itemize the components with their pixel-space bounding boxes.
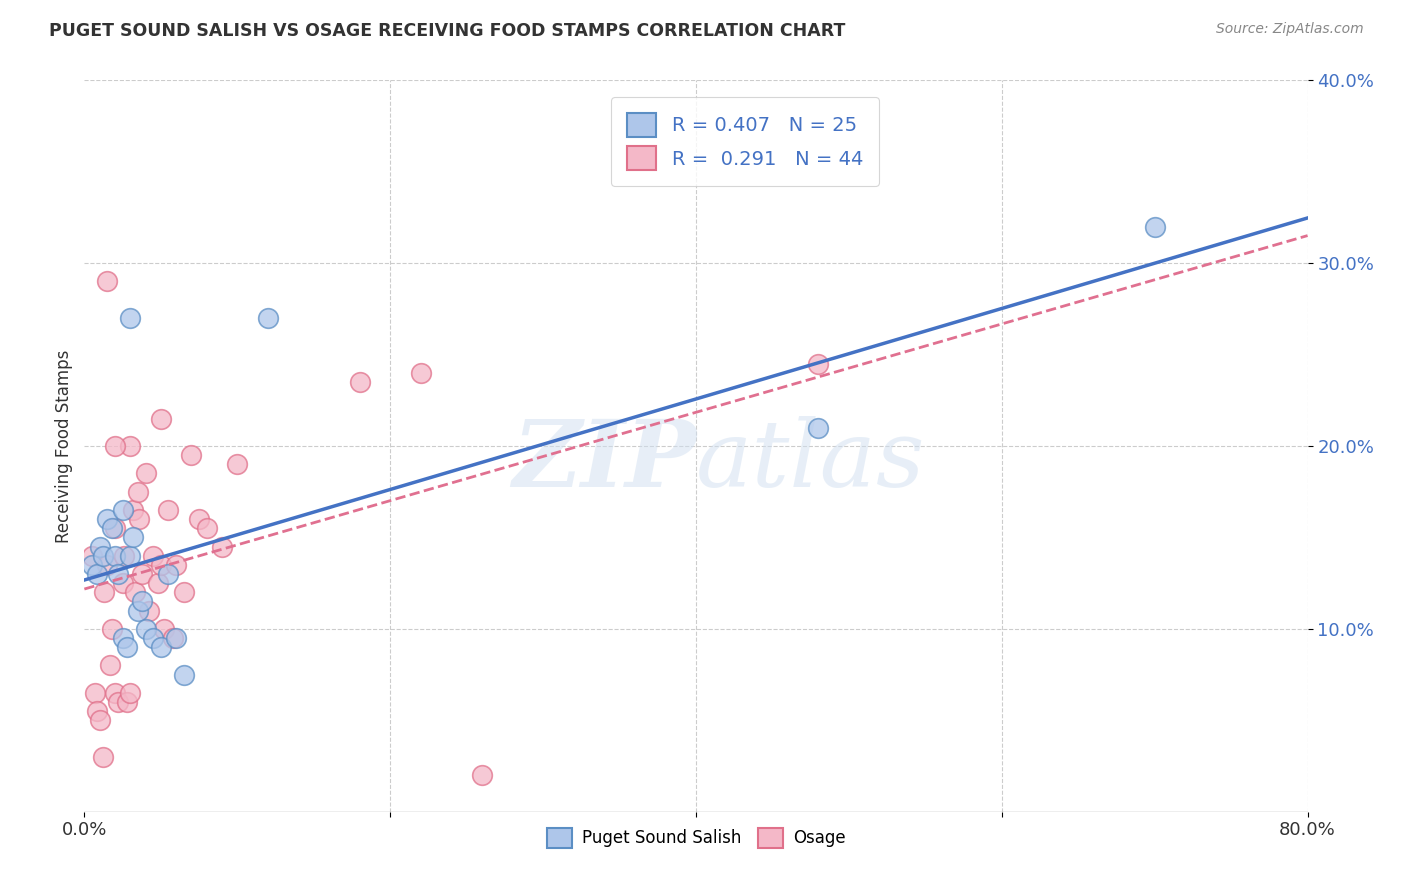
Point <box>93 585 115 599</box>
Point <box>107 567 129 582</box>
Point <box>146 576 169 591</box>
Point <box>149 640 172 655</box>
Point <box>84 686 107 700</box>
Point <box>96 558 118 572</box>
Point <box>124 585 146 599</box>
Point <box>226 457 249 471</box>
Point <box>91 549 114 563</box>
Point <box>349 375 371 389</box>
Point <box>104 439 127 453</box>
Text: Source: ZipAtlas.com: Source: ZipAtlas.com <box>1216 22 1364 37</box>
Point <box>98 658 121 673</box>
Point <box>149 411 172 425</box>
Point <box>153 622 176 636</box>
Point <box>89 540 111 554</box>
Point <box>112 549 135 563</box>
Point <box>104 686 127 700</box>
Point <box>101 622 124 636</box>
Legend: Puget Sound Salish, Osage: Puget Sound Salish, Osage <box>540 821 852 855</box>
Point <box>120 549 142 563</box>
Point <box>135 622 157 636</box>
Point <box>188 512 211 526</box>
Point <box>173 667 195 681</box>
Text: atlas: atlas <box>696 416 925 506</box>
Point <box>1143 219 1166 234</box>
Point <box>131 594 153 608</box>
Point <box>115 640 138 655</box>
Point <box>86 567 108 582</box>
Point <box>107 695 129 709</box>
Point <box>131 567 153 582</box>
Point <box>807 421 830 435</box>
Point <box>257 310 280 325</box>
Point <box>211 540 233 554</box>
Point <box>807 357 830 371</box>
Y-axis label: Receiving Food Stamps: Receiving Food Stamps <box>55 350 73 542</box>
Point <box>165 631 187 645</box>
Point <box>101 521 124 535</box>
Point <box>157 567 180 582</box>
Point <box>127 484 149 499</box>
Point <box>120 686 142 700</box>
Point <box>142 549 165 563</box>
Point <box>111 576 134 591</box>
Point <box>120 439 142 453</box>
Point <box>80 558 103 572</box>
Point <box>96 512 118 526</box>
Point <box>104 549 127 563</box>
Point <box>89 714 111 728</box>
Point <box>157 503 180 517</box>
Point <box>111 503 134 517</box>
Point <box>122 530 145 544</box>
Point <box>127 603 149 617</box>
Point <box>149 558 172 572</box>
Point <box>135 467 157 481</box>
Point <box>111 631 134 645</box>
Point <box>180 448 202 462</box>
Point <box>86 704 108 718</box>
Point <box>91 749 114 764</box>
Point <box>173 585 195 599</box>
Point <box>142 631 165 645</box>
Point <box>96 275 118 289</box>
Point <box>104 521 127 535</box>
Point <box>195 521 218 535</box>
Point <box>138 603 160 617</box>
Text: PUGET SOUND SALISH VS OSAGE RECEIVING FOOD STAMPS CORRELATION CHART: PUGET SOUND SALISH VS OSAGE RECEIVING FO… <box>49 22 845 40</box>
Point <box>122 503 145 517</box>
Point <box>409 366 432 380</box>
Point <box>80 549 103 563</box>
Point <box>162 631 184 645</box>
Point <box>128 512 150 526</box>
Point <box>120 310 142 325</box>
Point <box>471 768 494 782</box>
Point <box>115 695 138 709</box>
Text: ZIP: ZIP <box>512 416 696 506</box>
Point <box>165 558 187 572</box>
